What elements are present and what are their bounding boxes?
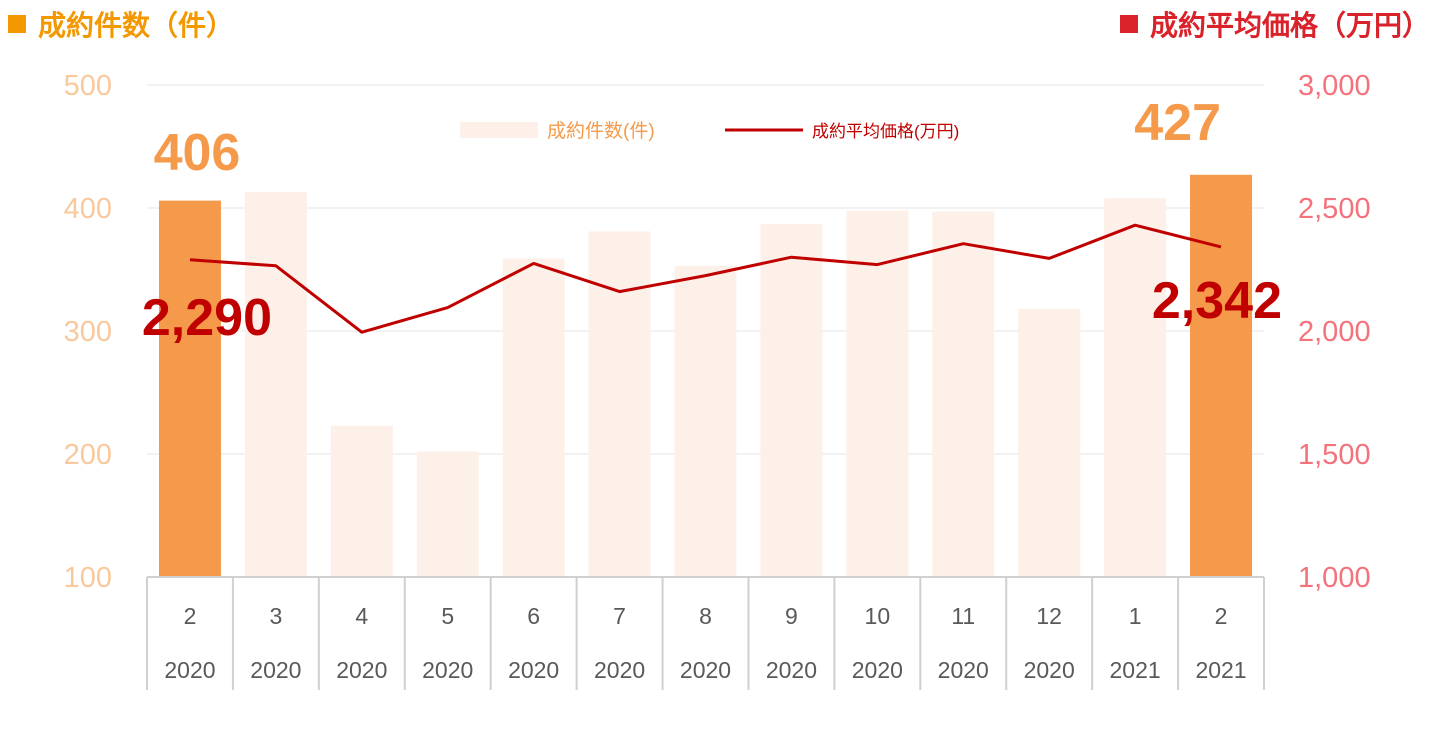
legend-line-label: 成約平均価格(万円) [812, 122, 959, 141]
right-axis-tick-label: 1,000 [1298, 562, 1371, 594]
price-line [189, 223, 1222, 334]
category-axis: 2 2020 3 2020 4 2020 5 2020 6 2020 7 2020 8 2020 9 2020… [146, 576, 1265, 690]
axes: 100 200 300 400 500 1,000 1,500 2,000 2,500 3,000 [64, 70, 1371, 594]
bar [760, 223, 823, 578]
price-line-path [189, 223, 1222, 334]
right-axis-tick-label: 1,500 [1298, 439, 1371, 471]
category-month-label: 5 [441, 603, 454, 629]
left-axis-header: 成約件数（件） [8, 4, 234, 44]
bar [1018, 308, 1081, 577]
bars [158, 174, 1253, 578]
bar [846, 210, 909, 577]
category-year-label: 2021 [1110, 657, 1161, 683]
bar [416, 451, 479, 577]
bar [674, 265, 737, 577]
category-year-label: 2020 [250, 657, 301, 683]
category-year-label: 2020 [422, 657, 473, 683]
category-year-label: 2020 [164, 657, 215, 683]
callout-last-line: 2,342 [1152, 272, 1282, 330]
category-month-label: 8 [699, 603, 712, 629]
category-month-label: 9 [785, 603, 798, 629]
category-month-label: 7 [613, 603, 626, 629]
callouts: 406 427 2,290 2,342 [142, 94, 1282, 347]
category-year-label: 2020 [766, 657, 817, 683]
legend: 成約件数(件) 成約平均価格(万円) [460, 120, 959, 142]
category-month-label: 2 [1215, 603, 1228, 629]
category-year-label: 2020 [594, 657, 645, 683]
bar [330, 425, 393, 577]
callout-last-bar: 427 [1134, 94, 1221, 152]
category-month-label: 10 [865, 603, 891, 629]
orange-square-icon [8, 15, 26, 33]
right-axis-tick-label: 2,000 [1298, 316, 1371, 348]
bar [1104, 198, 1167, 577]
red-square-icon [1119, 15, 1138, 33]
left-axis-tick-label: 300 [64, 316, 112, 348]
category-year-label: 2020 [852, 657, 903, 683]
right-axis-tick-label: 2,500 [1298, 193, 1371, 225]
category-year-label: 2020 [938, 657, 989, 683]
right-axis-header-label: 成約平均価格（万円） [1149, 9, 1430, 42]
right-axis-header: 成約平均価格（万円） [1119, 4, 1430, 44]
category-year-label: 2020 [508, 657, 559, 683]
legend-bar-swatch [460, 122, 538, 138]
left-axis-tick-label: 100 [64, 562, 112, 594]
legend-bar-label: 成約件数(件) [547, 120, 655, 142]
category-year-label: 2021 [1195, 657, 1246, 683]
category-month-label: 4 [355, 603, 368, 629]
bar-highlight [1190, 174, 1253, 578]
left-axis-tick-label: 200 [64, 439, 112, 471]
category-month-label: 3 [269, 603, 282, 629]
left-axis-tick-label: 400 [64, 193, 112, 225]
category-month-label: 1 [1129, 603, 1142, 629]
bar [502, 258, 565, 577]
category-year-label: 2020 [680, 657, 731, 683]
bar-highlight [158, 200, 221, 577]
category-month-label: 11 [951, 603, 975, 629]
category-month-label: 2 [184, 603, 197, 629]
bar [932, 211, 995, 577]
left-axis-tick-label: 500 [64, 70, 112, 102]
callout-first-line: 2,290 [142, 289, 272, 347]
category-year-label: 2020 [336, 657, 387, 683]
callout-first-bar: 406 [154, 124, 241, 182]
left-axis-header-label: 成約件数（件） [38, 9, 235, 42]
right-axis-tick-label: 3,000 [1298, 70, 1371, 102]
category-year-label: 2020 [1024, 657, 1075, 683]
category-month-label: 6 [527, 603, 540, 629]
bar [244, 192, 307, 577]
category-month-label: 12 [1036, 603, 1062, 629]
